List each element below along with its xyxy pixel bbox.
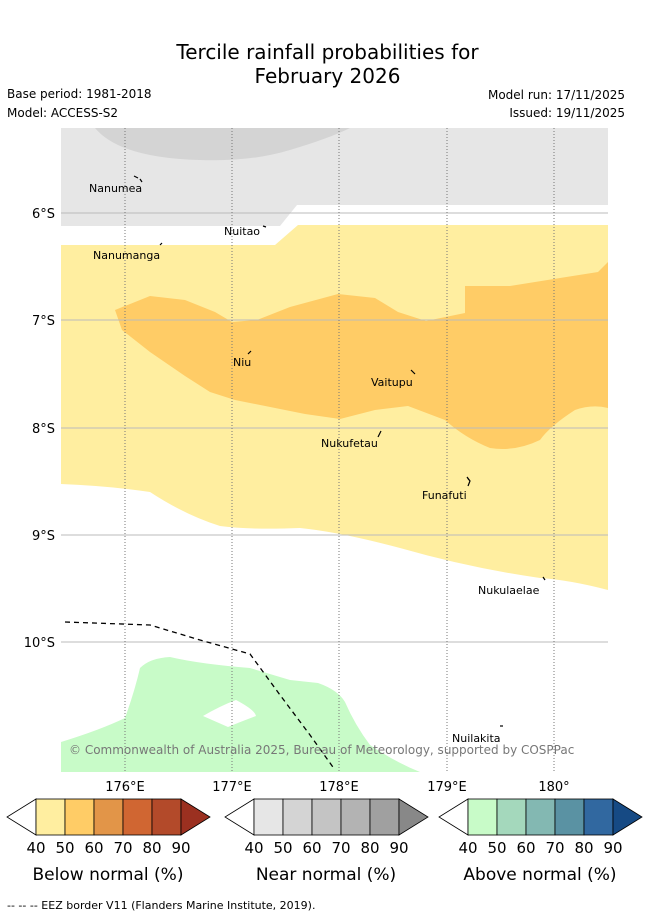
label-nanumanga: Nanumanga [93, 249, 160, 262]
colorbar-below-tick-40: 40 [26, 839, 45, 857]
colorbar-above-tick-60: 60 [516, 839, 535, 857]
map-title: Tercile rainfall probabilities for Febru… [0, 40, 655, 88]
lon-label-176e: 176°E [105, 780, 145, 795]
lon-label-178e: 178°E [319, 780, 359, 795]
colorbar-below-min-arrow [6, 798, 37, 836]
issued-date: Issued: 19/11/2025 [509, 106, 625, 120]
colorbar-above-max-arrow [612, 798, 643, 836]
colorbar-near-tick-40: 40 [244, 839, 263, 857]
colorbar-above-tick-90: 90 [603, 839, 622, 857]
longitude-labels: 176°E 177°E 178°E 179°E 180° [105, 780, 569, 795]
latitude-labels: 6°S 7°S 8°S 9°S 10°S [24, 207, 55, 651]
colorbar-near-seg-1 [253, 798, 284, 836]
island-nanumanga-shape [159, 242, 163, 246]
label-funafuti: Funafuti [422, 489, 467, 502]
island-nanumea-shape [133, 175, 143, 183]
model-name: Model: ACCESS-S2 [7, 106, 119, 120]
title-line-1: Tercile rainfall probabilities for [176, 40, 479, 64]
colorbar-above-seg-5 [583, 798, 614, 836]
colorbar-above-title: Above normal (%) [463, 865, 616, 885]
lat-label-10s: 10°S [24, 636, 55, 651]
colorbar-near-min-arrow [224, 798, 255, 836]
colorbar-near-tick-60: 60 [302, 839, 321, 857]
label-nuitao: Nuitao [224, 225, 260, 238]
colorbar-near-seg-4 [340, 798, 371, 836]
lat-label-6s: 6°S [32, 207, 55, 222]
colorbar-below-max-arrow [180, 798, 211, 836]
below-normal-40-inlet [410, 262, 468, 286]
colorbar-above-tick-40: 40 [458, 839, 477, 857]
island-vaitupu-shape [410, 369, 416, 375]
colorbar-below-seg-3 [93, 798, 124, 836]
colorbar-below-tick-70: 70 [113, 839, 132, 857]
place-labels: Nanumea Nuitao Nanumanga Niu Vaitupu Nuk… [89, 182, 540, 745]
island-niu-shape [247, 350, 252, 355]
lat-label-8s: 8°S [32, 422, 55, 437]
label-nuilakita: Nuilakita [452, 732, 501, 745]
colorbar-near-max-arrow [398, 798, 429, 836]
copyright-notice: © Commonwealth of Australia 2025, Bureau… [69, 743, 574, 757]
colorbar-near-title: Near normal (%) [256, 865, 396, 885]
colorbar-above-seg-2 [496, 798, 527, 836]
below-normal-50-region [115, 262, 608, 449]
lat-label-7s: 7°S [32, 314, 55, 329]
colorbar-below-seg-1 [35, 798, 66, 836]
lon-label-180: 180° [538, 780, 569, 795]
island-nukufetau-shape [377, 430, 382, 438]
model-run: Model run: 17/11/2025 [487, 88, 625, 102]
island-nuitao-shape [262, 225, 267, 228]
colorbar-near-normal: 40 50 60 70 80 90 Near normal (%) [224, 798, 429, 885]
label-niu: Niu [233, 356, 251, 369]
colorbar-below-seg-2 [64, 798, 95, 836]
colorbar-below-seg-4 [122, 798, 153, 836]
lat-label-9s: 9°S [32, 529, 55, 544]
colorbar-near-tick-90: 90 [389, 839, 408, 857]
colorbar-near-seg-2 [282, 798, 313, 836]
eez-footnote: -- -- -- EEZ border V11 (Flanders Marine… [7, 899, 316, 912]
colorbar-above-tick-80: 80 [574, 839, 593, 857]
colorbar-above-normal: 40 50 60 70 80 90 Above normal (%) [438, 798, 643, 885]
grid [61, 128, 608, 772]
title-line-2: February 2026 [254, 64, 401, 88]
colorbar-near-tick-70: 70 [331, 839, 350, 857]
colorbar-above-min-arrow [438, 798, 469, 836]
colorbar-near-seg-5 [369, 798, 400, 836]
label-vaitupu: Vaitupu [371, 376, 413, 389]
lon-label-179e: 179°E [427, 780, 467, 795]
colorbar-above-seg-1 [467, 798, 498, 836]
base-period: Base period: 1981-2018 [7, 87, 152, 101]
label-nanumea: Nanumea [89, 182, 142, 195]
colorbar-above-seg-4 [554, 798, 585, 836]
colorbar-near-tick-80: 80 [360, 839, 379, 857]
colorbar-below-tick-80: 80 [142, 839, 161, 857]
colorbar-below-tick-90: 90 [171, 839, 190, 857]
eez-border [64, 621, 336, 771]
map-area [61, 128, 608, 772]
colorbar-near-tick-50: 50 [273, 839, 292, 857]
near-normal-50-region [95, 128, 350, 161]
colorbar-above-tick-50: 50 [487, 839, 506, 857]
colorbar-below-title: Below normal (%) [33, 865, 184, 885]
colorbar-below-seg-5 [151, 798, 182, 836]
label-nukulaelae: Nukulaelae [478, 584, 540, 597]
colorbar-below-tick-50: 50 [55, 839, 74, 857]
islands [133, 175, 546, 727]
label-nukufetau: Nukufetau [321, 437, 378, 450]
above-normal-gap [203, 700, 256, 727]
island-funafuti-shape [466, 476, 471, 487]
colorbar-below-normal: 40 50 60 70 80 90 Below normal (%) [6, 798, 211, 885]
lon-label-177e: 177°E [212, 780, 252, 795]
island-nukulaelae-shape [542, 576, 546, 581]
colorbar-above-seg-3 [525, 798, 556, 836]
colorbar-above-tick-70: 70 [545, 839, 564, 857]
colorbar-near-seg-3 [311, 798, 342, 836]
colorbar-below-tick-60: 60 [84, 839, 103, 857]
